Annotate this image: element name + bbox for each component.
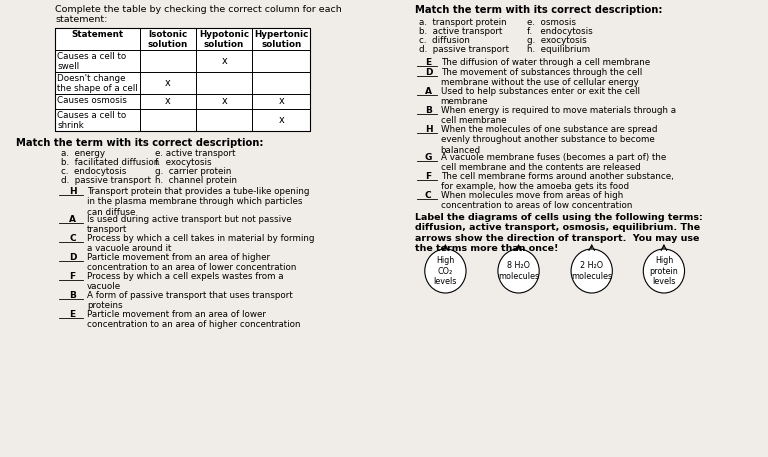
Text: When molecules move from areas of high
concentration to areas of low concentrati: When molecules move from areas of high c… xyxy=(441,191,632,210)
Text: B: B xyxy=(425,106,432,115)
Text: Hypotonic
solution: Hypotonic solution xyxy=(199,30,249,49)
Text: Match the term with its correct description:: Match the term with its correct descript… xyxy=(16,138,263,148)
Text: Process by which a cell expels wastes from a
vacuole: Process by which a cell expels wastes fr… xyxy=(88,272,284,292)
Text: E: E xyxy=(69,310,75,319)
Text: High
protein
levels: High protein levels xyxy=(650,256,678,286)
Text: d.  passive transport: d. passive transport xyxy=(419,45,509,54)
Text: C: C xyxy=(69,234,76,243)
Text: 2 H₂O
molecules: 2 H₂O molecules xyxy=(571,261,612,281)
Text: Particle movement from an area of lower
concentration to an area of higher conce: Particle movement from an area of lower … xyxy=(88,310,301,329)
Text: A vacuole membrane fuses (becomes a part of) the
cell membrane and the contents : A vacuole membrane fuses (becomes a part… xyxy=(441,153,666,172)
Text: 8 H₂O
molecules: 8 H₂O molecules xyxy=(498,261,539,281)
Circle shape xyxy=(498,249,539,293)
Text: g.  carrier protein: g. carrier protein xyxy=(154,167,231,176)
Text: f.  exocytosis: f. exocytosis xyxy=(154,158,211,167)
Text: f.   endocytosis: f. endocytosis xyxy=(527,27,593,36)
Text: Causes a cell to
swell: Causes a cell to swell xyxy=(57,52,127,71)
Text: Hypertonic
solution: Hypertonic solution xyxy=(254,30,309,49)
Text: Process by which a cell takes in material by forming
a vacuole around it: Process by which a cell takes in materia… xyxy=(88,234,315,253)
Text: When energy is required to move materials through a
cell membrane: When energy is required to move material… xyxy=(441,106,676,125)
Text: B: B xyxy=(69,291,76,300)
Circle shape xyxy=(425,249,466,293)
Text: Statement: Statement xyxy=(71,30,124,39)
Bar xyxy=(55,28,310,131)
Text: When the molecules of one substance are spread
evenly throughout another substan: When the molecules of one substance are … xyxy=(441,125,657,155)
Text: Match the term with its correct description:: Match the term with its correct descript… xyxy=(415,5,663,15)
Text: x: x xyxy=(165,78,170,88)
Text: g.  exocytosis: g. exocytosis xyxy=(527,36,587,45)
Text: x: x xyxy=(279,96,284,106)
Text: D: D xyxy=(425,68,432,77)
Text: High
CO₂
levels: High CO₂ levels xyxy=(434,256,457,286)
Text: c.  endocytosis: c. endocytosis xyxy=(61,167,126,176)
Text: C: C xyxy=(425,191,432,200)
Text: x: x xyxy=(279,115,284,125)
Text: G: G xyxy=(425,153,432,162)
Text: The diffusion of water through a cell membrane: The diffusion of water through a cell me… xyxy=(441,58,650,67)
Circle shape xyxy=(644,249,684,293)
Text: b.  facilitated diffusion: b. facilitated diffusion xyxy=(61,158,159,167)
Text: Isotonic
solution: Isotonic solution xyxy=(147,30,188,49)
Text: D: D xyxy=(69,253,77,262)
Text: F: F xyxy=(69,272,75,281)
Text: H: H xyxy=(69,187,77,196)
Text: h.  equilibrium: h. equilibrium xyxy=(527,45,590,54)
Text: The cell membrane forms around another substance,
for example, how the amoeba ge: The cell membrane forms around another s… xyxy=(441,172,674,191)
Text: c.  diffusion: c. diffusion xyxy=(419,36,470,45)
Text: Used to help substances enter or exit the cell
membrane: Used to help substances enter or exit th… xyxy=(441,87,640,106)
Text: E: E xyxy=(425,58,431,67)
Circle shape xyxy=(571,249,612,293)
Text: Causes a cell to
shrink: Causes a cell to shrink xyxy=(57,111,127,130)
Text: Label the diagrams of cells using the following terms:
diffusion, active transpo: Label the diagrams of cells using the fo… xyxy=(415,213,703,253)
Text: H: H xyxy=(425,125,432,134)
Text: a.  transport protein: a. transport protein xyxy=(419,18,507,27)
Text: x: x xyxy=(165,96,170,106)
Text: Particle movement from an area of higher
concentration to an area of lower conce: Particle movement from an area of higher… xyxy=(88,253,296,272)
Text: e. active transport: e. active transport xyxy=(154,149,235,158)
Text: Complete the table by checking the correct column for each
statement:: Complete the table by checking the corre… xyxy=(55,5,342,24)
Text: x: x xyxy=(221,96,227,106)
Text: Doesn't change
the shape of a cell: Doesn't change the shape of a cell xyxy=(57,74,138,93)
Text: e.  osmosis: e. osmosis xyxy=(527,18,576,27)
Text: d.  passive transport: d. passive transport xyxy=(61,176,151,185)
Text: h.  channel protein: h. channel protein xyxy=(154,176,237,185)
Text: Is used during active transport but not passive
transport: Is used during active transport but not … xyxy=(88,215,292,234)
Text: A form of passive transport that uses transport
proteins: A form of passive transport that uses tr… xyxy=(88,291,293,310)
Text: Transport protein that provides a tube-like opening
in the plasma membrane throu: Transport protein that provides a tube-l… xyxy=(88,187,310,217)
Text: A: A xyxy=(69,215,76,224)
Text: The movement of substances through the cell
membrane without the use of cellular: The movement of substances through the c… xyxy=(441,68,642,87)
Text: b.  active transport: b. active transport xyxy=(419,27,502,36)
Text: A: A xyxy=(425,87,432,96)
Text: a.  energy: a. energy xyxy=(61,149,105,158)
Text: x: x xyxy=(221,56,227,66)
Text: Causes osmosis: Causes osmosis xyxy=(57,96,127,105)
Text: F: F xyxy=(425,172,431,181)
